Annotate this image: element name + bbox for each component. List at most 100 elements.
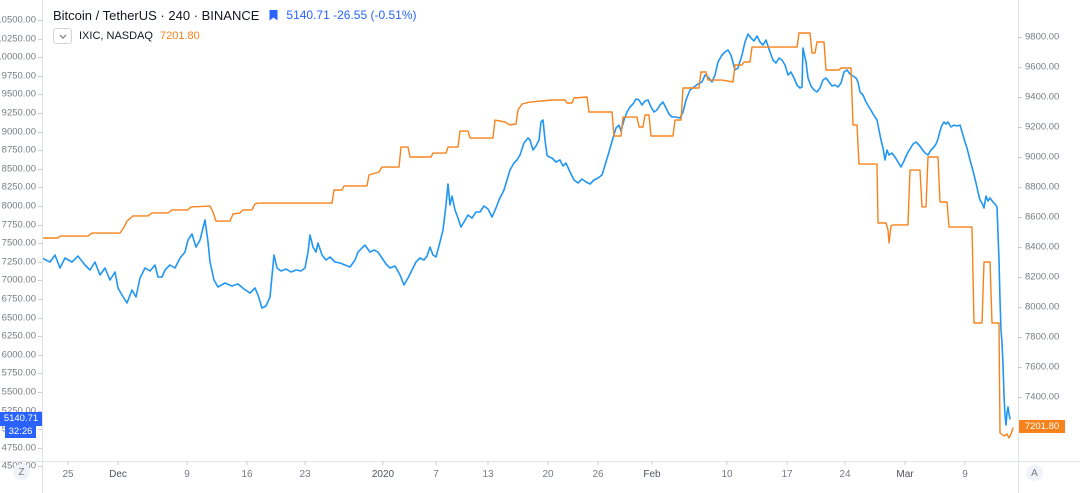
time-axis-label: 10	[721, 469, 733, 480]
right-axis-label: 7800.00	[1025, 331, 1060, 343]
left-axis-label: 5750.00	[1, 367, 36, 379]
left-axis-label: 8000.00	[1, 200, 36, 212]
nasdaq-line[interactable]	[42, 32, 1014, 439]
right-axis-label: 8200.00	[1025, 271, 1060, 283]
time-axis-label: 24	[839, 469, 851, 480]
time-axis-label: Mar	[896, 469, 914, 480]
right-axis-label: 8400.00	[1025, 241, 1060, 253]
right-axis-tick	[1018, 96, 1022, 98]
left-axis-tick	[38, 299, 42, 300]
left-axis-tick	[38, 113, 42, 114]
left-axis-label: 4750.00	[1, 442, 36, 454]
left-axis-label: 9250.00	[1, 107, 36, 119]
right-axis-tick	[1018, 366, 1022, 368]
left-axis-tick	[38, 20, 42, 21]
left-axis-label: 8750.00	[1, 144, 36, 156]
time-axis-tick	[964, 461, 966, 465]
left-axis-label: 6250.00	[1, 330, 36, 342]
time-axis-border	[0, 461, 1080, 462]
left-axis-tick	[38, 168, 42, 170]
right-price-axis[interactable]: 9800.00 9600.00 9400.00 9200.00 9000.00 8800.…	[1018, 0, 1080, 493]
right-axis-tick	[1018, 336, 1022, 338]
right-axis-label: 7600.00	[1025, 361, 1060, 373]
right-axis-label: 9000.00	[1025, 151, 1060, 163]
left-axis-tick	[38, 392, 42, 393]
left-axis-tick	[38, 94, 42, 96]
time-axis-label: 9	[184, 469, 190, 480]
right-axis-border	[1018, 0, 1019, 493]
time-axis-label: 9	[962, 469, 968, 480]
left-axis-tick	[38, 224, 42, 226]
legend: Bitcoin / TetherUS · 240 · BINANCE 5140.…	[53, 6, 417, 45]
time-axis-label: 20	[542, 469, 554, 480]
left-axis-label: 7750.00	[1, 219, 36, 231]
symbol-title[interactable]: Bitcoin / TetherUS · 240 · BINANCE	[53, 7, 260, 23]
left-axis-tick	[38, 280, 42, 282]
symbol-price-change: 5140.71 -26.55 (-0.51%)	[286, 8, 417, 22]
btc-last-price-label: 5140.71	[0, 411, 42, 426]
right-axis-label: 9200.00	[1025, 121, 1060, 133]
left-axis-tick	[38, 447, 42, 449]
left-axis-label: 7250.00	[1, 256, 36, 268]
right-axis-tick	[1018, 276, 1022, 278]
left-axis-tick	[38, 150, 42, 152]
time-axis-tick	[904, 461, 906, 465]
chevron-down-icon[interactable]	[53, 28, 72, 44]
left-axis-label: 6000.00	[1, 349, 36, 361]
time-axis-label: 17	[781, 469, 793, 480]
right-axis-tick	[1018, 36, 1022, 38]
left-price-axis[interactable]: 10500.00 10250.00 10000.00 9750.00 9500.00 92…	[0, 0, 42, 493]
left-axis-tick	[38, 206, 42, 207]
right-axis-label: 7400.00	[1025, 391, 1060, 403]
btc-line[interactable]	[42, 33, 1011, 426]
left-axis-label: 9000.00	[1, 126, 36, 138]
left-axis-tick	[38, 38, 42, 40]
time-axis-tick	[117, 461, 119, 465]
time-axis-tick	[435, 461, 437, 465]
left-axis-tick	[38, 261, 42, 263]
left-axis-tick	[38, 75, 42, 77]
right-axis-tick	[1018, 396, 1022, 398]
legend-compare-row: IXIC, NASDAQ 7201.80	[53, 27, 417, 45]
left-axis-tick	[38, 131, 42, 133]
time-axis-label: 23	[299, 469, 311, 480]
time-axis-label: 13	[482, 469, 494, 480]
left-axis-label: 10250.00	[0, 33, 36, 45]
time-axis-label: Feb	[643, 469, 661, 480]
auto-scale-button[interactable]: A	[1026, 465, 1043, 481]
left-axis-tick	[38, 57, 42, 59]
time-axis-label: 25	[62, 469, 74, 480]
left-axis-tick	[38, 429, 42, 431]
time-axis-tick	[844, 461, 846, 465]
time-axis-label: 26	[592, 469, 604, 480]
right-axis-label: 9600.00	[1025, 61, 1060, 73]
left-axis-tick	[38, 317, 42, 319]
left-axis-tick	[38, 466, 42, 468]
time-axis-tick	[246, 461, 248, 465]
right-axis-label: 8000.00	[1025, 301, 1060, 313]
time-axis-tick	[304, 461, 306, 465]
right-axis-tick	[1018, 126, 1022, 128]
right-axis-label: 9400.00	[1025, 91, 1060, 103]
left-axis-tick	[38, 410, 42, 412]
time-axis-label: Dec	[109, 469, 127, 480]
legend-main-row: Bitcoin / TetherUS · 240 · BINANCE 5140.…	[53, 6, 417, 24]
time-axis-tick	[67, 461, 69, 465]
timezone-button[interactable]: Z	[13, 464, 30, 480]
right-axis-tick	[1018, 246, 1022, 248]
left-axis-label: 5250.00	[1, 405, 36, 417]
flag-icon[interactable]	[268, 9, 279, 22]
left-axis-tick	[38, 336, 42, 338]
left-axis-tick	[38, 354, 42, 356]
time-axis-tick	[382, 461, 384, 465]
time-axis[interactable]: 25 Dec 9 16 23 2020 7 13 20 26 Feb 10 17 24 Mar 9	[0, 461, 1080, 493]
compare-symbol-value: 7201.80	[159, 30, 200, 42]
time-axis-tick	[547, 461, 549, 465]
left-axis-tick	[38, 187, 42, 189]
compare-symbol-label: IXIC, NASDAQ	[79, 30, 153, 42]
left-axis-label: 8500.00	[1, 163, 36, 175]
left-axis-label: 6500.00	[1, 312, 36, 324]
left-axis-tick	[38, 373, 42, 375]
